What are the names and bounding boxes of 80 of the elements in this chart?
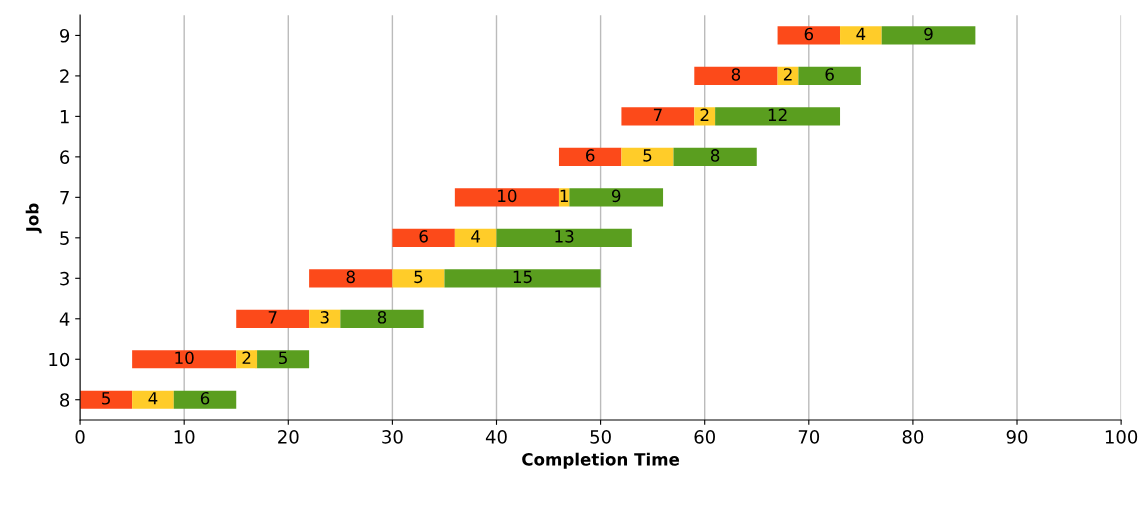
bar — [309, 309, 341, 328]
data-label: 8 — [710, 149, 720, 162]
data-label: 5 — [414, 270, 423, 284]
y-tick-label: 4 — [59, 312, 70, 326]
bar — [309, 269, 393, 288]
bar — [444, 269, 601, 288]
bar — [621, 147, 674, 166]
bar — [132, 350, 237, 369]
x-axis-title: Completion Time — [522, 452, 680, 469]
x-tick-label: 30 — [382, 430, 403, 444]
x-tick-label: 0 — [75, 430, 85, 444]
bar — [558, 147, 622, 166]
x-tick-label: 40 — [485, 430, 507, 444]
data-label: 1 — [560, 189, 568, 202]
bar — [340, 309, 424, 328]
x-tick-label: 80 — [902, 430, 924, 444]
x-tick-label: 60 — [694, 430, 715, 444]
bar — [80, 390, 133, 409]
data-label: 10 — [498, 189, 517, 203]
y-axis-title: Job — [25, 203, 42, 234]
y-tick-label: 6 — [60, 150, 70, 164]
data-label: 15 — [513, 270, 532, 284]
data-label: 2 — [242, 351, 251, 364]
bar — [798, 66, 861, 86]
y-tick-label: 3 — [60, 271, 69, 286]
y-tick-label: 10 — [49, 352, 70, 367]
data-label: 2 — [783, 68, 792, 81]
bar — [777, 26, 841, 45]
y-tick-label: 7 — [60, 191, 69, 205]
bar — [454, 228, 497, 247]
bar — [569, 188, 664, 207]
y-tick-label: 2 — [60, 69, 69, 83]
data-label: 6 — [825, 68, 834, 81]
data-label: 8 — [377, 311, 387, 324]
data-label: 5 — [102, 392, 110, 405]
bar — [840, 26, 882, 45]
bar — [257, 350, 310, 369]
data-label: 6 — [200, 391, 210, 405]
x-tick-label: 90 — [1006, 430, 1028, 444]
bar — [236, 309, 310, 328]
x-tick-label: 10 — [174, 430, 195, 444]
data-label: 2 — [700, 108, 709, 121]
data-label: 13 — [555, 230, 574, 243]
bar — [173, 390, 237, 409]
y-tick-label: 9 — [60, 28, 70, 43]
data-label: 4 — [856, 27, 866, 41]
data-label: 6 — [804, 27, 814, 41]
bar — [454, 188, 559, 207]
data-label: 8 — [346, 270, 355, 284]
data-label: 5 — [643, 149, 652, 162]
bar — [392, 269, 445, 288]
data-label: 6 — [419, 230, 428, 243]
data-label: 4 — [471, 230, 481, 243]
data-label: 8 — [731, 68, 741, 81]
bar — [881, 26, 976, 45]
data-label: 6 — [586, 149, 595, 162]
data-label: 7 — [653, 108, 662, 121]
bar — [392, 228, 455, 247]
data-label: 9 — [611, 189, 621, 203]
x-tick-label: 20 — [278, 430, 299, 444]
data-label: 12 — [768, 108, 787, 121]
bar — [496, 228, 632, 247]
y-tick-label: 8 — [60, 393, 70, 407]
data-label: 9 — [924, 27, 933, 41]
data-label: 5 — [279, 351, 287, 365]
data-label: 3 — [320, 311, 329, 324]
y-tick-label: 5 — [60, 231, 69, 245]
bar — [694, 107, 716, 126]
data-label: 4 — [148, 392, 158, 405]
y-tick-label: 1 — [60, 110, 69, 124]
data-label: 7 — [268, 311, 277, 324]
bar — [621, 107, 695, 126]
x-tick-label: 50 — [590, 430, 611, 444]
bar — [673, 147, 757, 166]
x-tick-label: 100 — [1105, 430, 1138, 444]
bar — [694, 66, 778, 86]
x-tick-label: 70 — [798, 430, 820, 444]
data-label: 10 — [175, 351, 194, 365]
bar — [132, 390, 174, 409]
bar — [715, 107, 841, 126]
